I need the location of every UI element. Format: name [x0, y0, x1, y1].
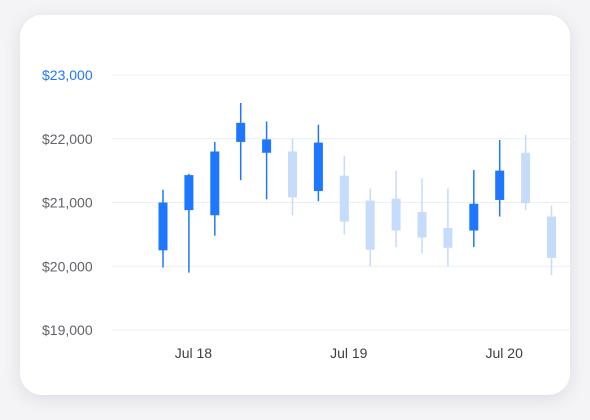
candle-body [443, 228, 453, 248]
candle-body [495, 170, 505, 200]
x-tick-label: Jul 20 [486, 345, 524, 361]
candle-body [391, 198, 401, 231]
candle-body [339, 175, 349, 222]
y-tick-label: $22,000 [42, 131, 93, 147]
candlestick-chart: $19,000 $20,000 $21,000 $22,000 $23,000 Jul … [42, 67, 570, 361]
candle-body [313, 142, 323, 192]
y-axis-ticks: $19,000 $20,000 $21,000 $22,000 $23,000 [42, 67, 93, 338]
candle-body [158, 202, 168, 251]
candle-body [210, 151, 220, 216]
candle-body [417, 212, 427, 238]
y-tick-label: $23,000 [42, 67, 93, 83]
x-tick-label: Jul 18 [175, 345, 213, 361]
candle-body [521, 152, 531, 204]
candle-body [547, 216, 556, 258]
x-tick-label: Jul 19 [330, 345, 368, 361]
x-axis-ticks: Jul 18 Jul 19 Jul 20 [175, 345, 523, 361]
candle-body [184, 175, 194, 211]
y-tick-label: $19,000 [42, 322, 93, 338]
candles [158, 103, 556, 276]
candle-body [262, 139, 272, 153]
candle-body [469, 203, 479, 231]
y-tick-label: $20,000 [42, 258, 93, 274]
chart-card: $19,000 $20,000 $21,000 $22,000 $23,000 Jul … [20, 15, 570, 395]
candle-body [365, 200, 375, 250]
candle-body [236, 122, 246, 142]
y-tick-label: $21,000 [42, 195, 93, 211]
candle-body [288, 151, 297, 198]
